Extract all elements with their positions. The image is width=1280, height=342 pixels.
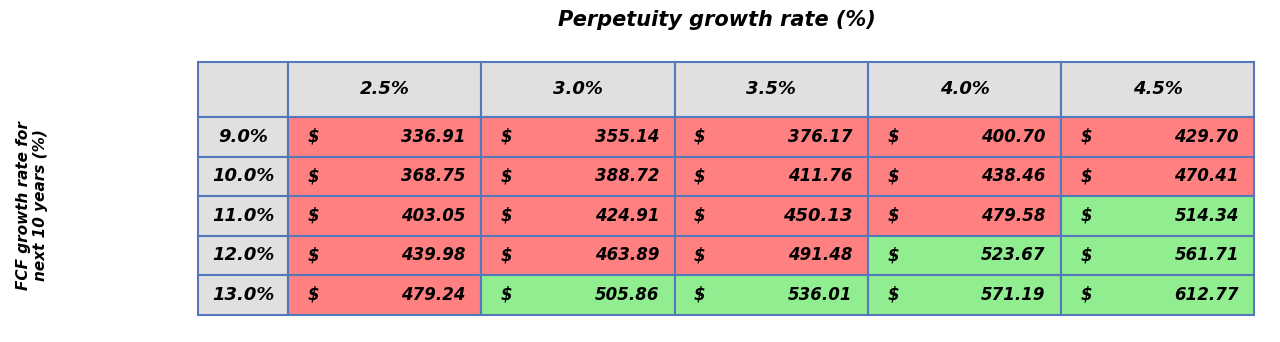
Text: $: $: [887, 207, 899, 225]
Text: $: $: [500, 247, 512, 264]
Text: $: $: [1080, 207, 1092, 225]
Text: $: $: [307, 247, 319, 264]
Text: 523.67: 523.67: [982, 247, 1046, 264]
Text: 429.70: 429.70: [1175, 128, 1239, 146]
Text: 411.76: 411.76: [788, 168, 852, 185]
Text: $: $: [887, 128, 899, 146]
Text: 355.14: 355.14: [595, 128, 659, 146]
Text: $: $: [887, 286, 899, 304]
Text: 368.75: 368.75: [402, 168, 466, 185]
Text: 4.5%: 4.5%: [1133, 80, 1183, 98]
Text: 3.5%: 3.5%: [746, 80, 796, 98]
Text: 10.0%: 10.0%: [212, 168, 274, 185]
Text: $: $: [1080, 247, 1092, 264]
Text: 11.0%: 11.0%: [212, 207, 274, 225]
Text: $: $: [307, 207, 319, 225]
Text: 3.0%: 3.0%: [553, 80, 603, 98]
Text: $: $: [500, 207, 512, 225]
Text: 571.19: 571.19: [982, 286, 1046, 304]
Text: 439.98: 439.98: [402, 247, 466, 264]
Text: 403.05: 403.05: [402, 207, 466, 225]
Text: 438.46: 438.46: [982, 168, 1046, 185]
Text: $: $: [694, 286, 705, 304]
Text: 12.0%: 12.0%: [212, 247, 274, 264]
Text: 13.0%: 13.0%: [212, 286, 274, 304]
Text: $: $: [694, 247, 705, 264]
Text: $: $: [500, 128, 512, 146]
Text: 450.13: 450.13: [783, 207, 852, 225]
Text: 514.34: 514.34: [1175, 207, 1239, 225]
Text: 612.77: 612.77: [1175, 286, 1239, 304]
Text: 4.0%: 4.0%: [940, 80, 989, 98]
Text: 376.17: 376.17: [788, 128, 852, 146]
Text: 463.89: 463.89: [595, 247, 659, 264]
Text: $: $: [1080, 128, 1092, 146]
Text: 470.41: 470.41: [1175, 168, 1239, 185]
Text: Perpetuity growth rate (%): Perpetuity growth rate (%): [558, 10, 876, 30]
Text: 388.72: 388.72: [595, 168, 659, 185]
Text: FCF growth rate for
next 10 years (%): FCF growth rate for next 10 years (%): [15, 121, 49, 290]
Text: 491.48: 491.48: [788, 247, 852, 264]
Text: $: $: [694, 207, 705, 225]
Text: $: $: [307, 286, 319, 304]
Text: 424.91: 424.91: [595, 207, 659, 225]
Text: 400.70: 400.70: [982, 128, 1046, 146]
Text: 479.58: 479.58: [982, 207, 1046, 225]
Text: 561.71: 561.71: [1175, 247, 1239, 264]
Text: $: $: [307, 168, 319, 185]
Text: $: $: [887, 247, 899, 264]
Text: $: $: [1080, 286, 1092, 304]
Text: $: $: [887, 168, 899, 185]
Text: $: $: [500, 286, 512, 304]
Text: 2.5%: 2.5%: [360, 80, 410, 98]
Text: $: $: [694, 128, 705, 146]
Text: $: $: [500, 168, 512, 185]
Text: 536.01: 536.01: [788, 286, 852, 304]
Text: $: $: [694, 168, 705, 185]
Text: 336.91: 336.91: [402, 128, 466, 146]
Text: 479.24: 479.24: [402, 286, 466, 304]
Text: 9.0%: 9.0%: [219, 128, 269, 146]
Text: $: $: [1080, 168, 1092, 185]
Text: $: $: [307, 128, 319, 146]
Text: 505.86: 505.86: [595, 286, 659, 304]
